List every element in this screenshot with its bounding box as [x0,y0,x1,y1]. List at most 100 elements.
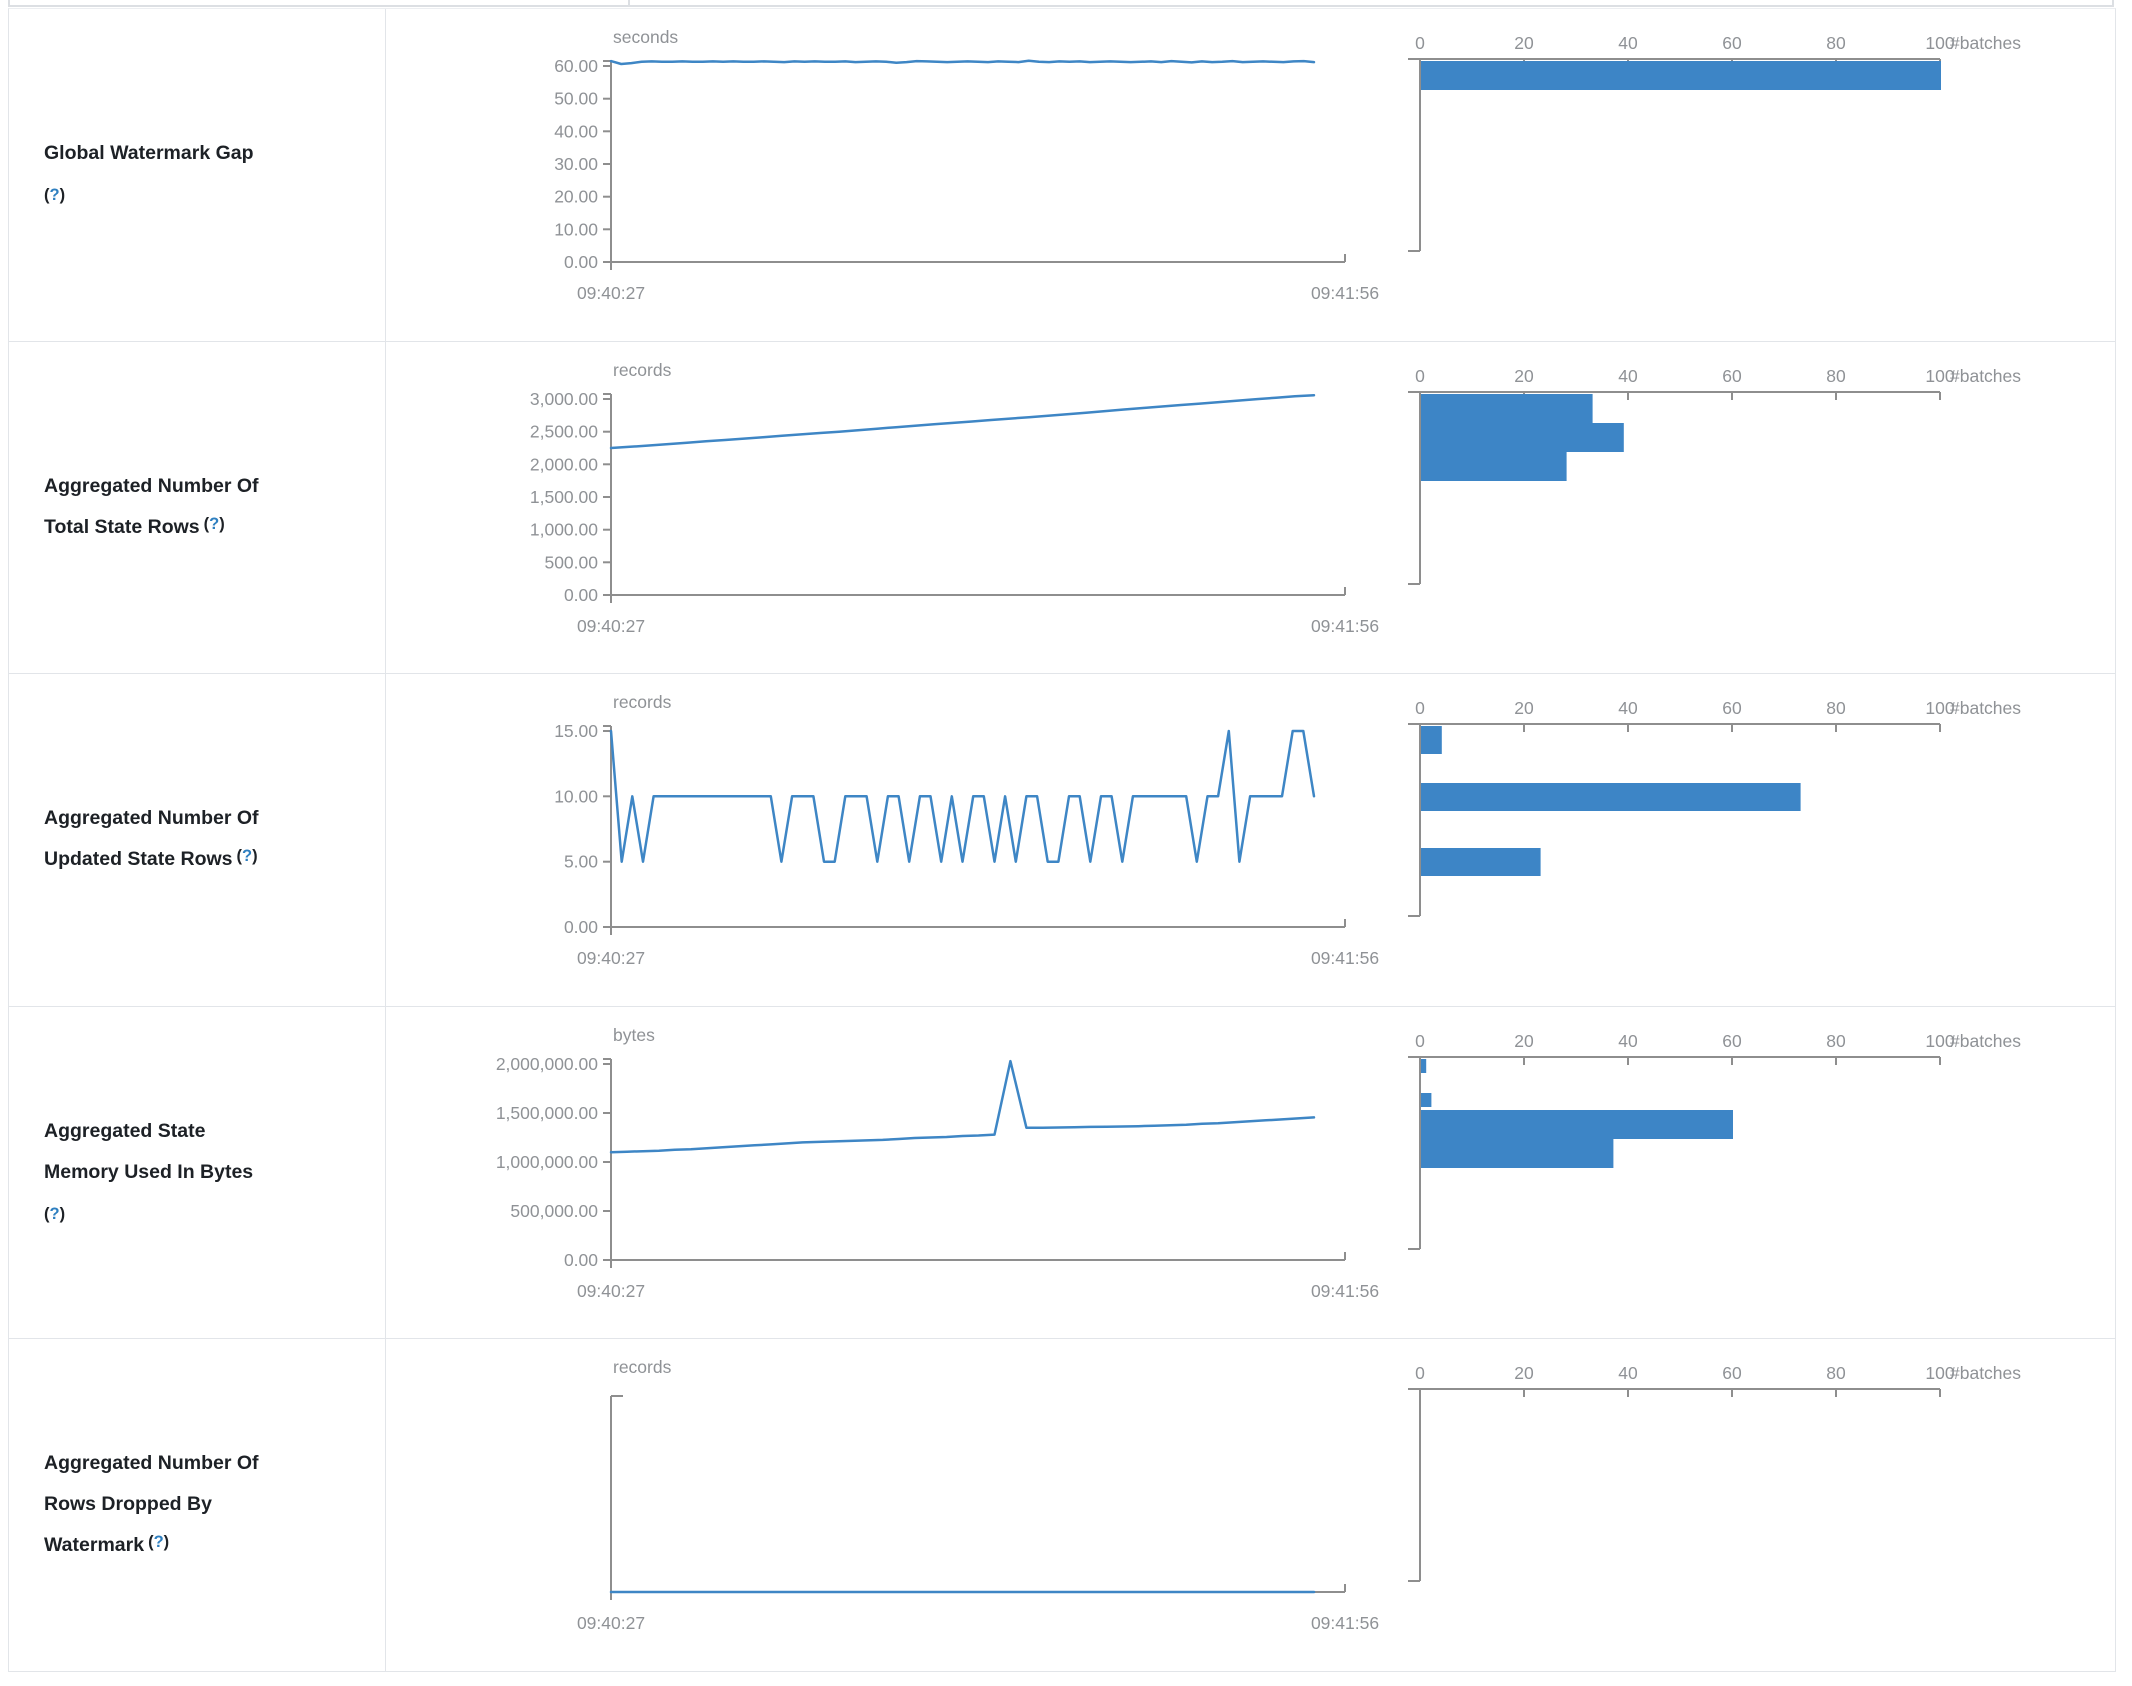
svg-text:100: 100 [1925,366,1954,386]
line-chart-and-histogram: records 09:40:27 09:41:56 0 20 40 60 80 100#batc… [577,1357,2021,1633]
svg-text:40: 40 [1618,366,1638,386]
svg-text:2,000.00: 2,000.00 [530,454,598,474]
svg-text:60: 60 [1722,1031,1742,1051]
metric-row-total-state-rows: Aggregated Number Of Total State Rows (?) … [9,341,2115,675]
line-chart-and-histogram: records 3,000.00 2,500.00 2,000.00 1,500.00 1… [530,360,2021,636]
metric-row-updated-state-rows: Aggregated Number Of Updated State Rows (?… [9,674,2115,1007]
svg-text:40.00: 40.00 [554,121,598,141]
metric-help-line: (?) [44,174,385,216]
svg-text:30.00: 30.00 [554,154,598,174]
svg-text:15.00: 15.00 [554,721,598,741]
svg-text:09:40:27: 09:40:27 [577,283,645,303]
svg-text:10.00: 10.00 [554,786,598,806]
metric-charts: records 09:40:27 09:41:56 0 20 40 60 80 100 #batc… [386,1339,2115,1671]
svg-text:100: 100 [1925,1031,1954,1051]
svg-text:0: 0 [1415,366,1425,386]
metric-label: Aggregated Number Of Updated State Rows (?… [9,674,386,1006]
svg-text:09:40:27: 09:40:27 [577,1281,645,1301]
metric-charts: records 15.00 10.00 5.00 0.00 09:40:27 09:41:5… [386,674,2115,1006]
streaming-metrics-table: Global Watermark Gap (?) seconds 60.00 50.0… [8,8,2116,1672]
help-paren: ) [219,514,225,533]
svg-text:09:40:27: 09:40:27 [577,1613,645,1633]
metric-label-line: Global Watermark Gap [44,142,254,165]
svg-text:1,500.00: 1,500.00 [530,487,598,507]
svg-text:100: 100 [1925,1363,1954,1383]
svg-text:80: 80 [1826,366,1846,386]
svg-text:20: 20 [1514,33,1534,53]
svg-text:09:41:56: 09:41:56 [1311,1281,1379,1301]
metric-row-rows-dropped-by-watermark: Aggregated Number Of Rows Dropped By Water… [9,1339,2115,1672]
previous-row-divider [8,5,2114,7]
help-link[interactable]: (?) [237,847,258,865]
metric-label: Aggregated Number Of Rows Dropped By Water… [9,1339,386,1671]
svg-text:0: 0 [1415,1363,1425,1383]
metric-label-line: Aggregated Number Of [44,474,259,497]
help-paren: ( [44,1204,50,1223]
help-paren: ( [148,1533,154,1552]
svg-text:2,000,000.00: 2,000,000.00 [496,1054,598,1074]
svg-text:100: 100 [1925,698,1954,718]
help-link[interactable]: (?) [44,186,65,204]
svg-text:20: 20 [1514,1031,1534,1051]
svg-text:records: records [613,692,672,712]
metric-label-line: Aggregated State [44,1119,206,1142]
svg-text:60: 60 [1722,366,1742,386]
svg-text:records: records [613,360,672,380]
svg-text:50.00: 50.00 [554,89,598,109]
metric-label-line: Total State Rows (?) [44,514,225,538]
svg-text:60: 60 [1722,698,1742,718]
line-chart-and-histogram: records 15.00 10.00 5.00 0.00 09:40:27 09:41:5… [554,692,2021,968]
help-question-icon: ? [242,847,253,866]
metric-label-line: Watermark (?) [44,1533,170,1557]
svg-text:20: 20 [1514,698,1534,718]
svg-text:#batches: #batches [1950,33,2021,53]
metric-row-global-watermark-gap: Global Watermark Gap (?) seconds 60.00 50.0… [9,9,2115,342]
help-question-icon: ? [49,186,60,205]
svg-text:20.00: 20.00 [554,187,598,207]
svg-text:09:41:56: 09:41:56 [1311,1613,1379,1633]
svg-text:0.00: 0.00 [564,917,598,937]
metric-row-state-memory-used: Aggregated State Memory Used In Bytes (?) … [9,1006,2115,1340]
help-paren: ) [163,1533,170,1552]
divider-stub-right [2112,0,2114,6]
line-chart-and-histogram: seconds 60.00 50.00 40.00 30.00 20.00 10.00 0.0… [554,27,2021,303]
help-question-icon: ? [153,1533,164,1552]
help-link[interactable]: (?) [44,1205,65,1223]
svg-text:20: 20 [1514,366,1534,386]
svg-text:1,500,000.00: 1,500,000.00 [496,1103,598,1123]
svg-text:60: 60 [1722,1363,1742,1383]
svg-text:100: 100 [1925,33,1954,53]
svg-text:40: 40 [1618,698,1638,718]
metric-label-line: Aggregated Number Of [44,1452,259,1475]
svg-text:seconds: seconds [613,27,678,47]
svg-text:80: 80 [1826,1031,1846,1051]
svg-text:0.00: 0.00 [564,252,598,272]
help-paren: ( [44,186,50,205]
metric-label-line: Memory Used In Bytes [44,1160,254,1183]
metric-label: Aggregated State Memory Used In Bytes (?) [9,1006,386,1339]
svg-text:1,000.00: 1,000.00 [530,519,598,539]
svg-text:09:41:56: 09:41:56 [1311,616,1379,636]
help-paren: ( [203,514,210,533]
svg-text:40: 40 [1618,1031,1638,1051]
help-paren: ) [59,1204,66,1223]
svg-text:bytes: bytes [613,1025,655,1045]
help-question-icon: ? [49,1204,60,1223]
metric-charts: records 3,000.00 2,500.00 2,000.00 1,500.00 1… [386,342,2115,674]
svg-text:records: records [613,1357,672,1377]
help-link[interactable]: (?) [148,1533,169,1551]
help-paren: ) [59,186,66,205]
help-link[interactable]: (?) [204,515,225,533]
svg-text:3,000.00: 3,000.00 [530,389,598,409]
svg-text:09:40:27: 09:40:27 [577,616,645,636]
svg-text:0: 0 [1415,33,1425,53]
help-paren: ( [236,847,243,866]
svg-text:500.00: 500.00 [544,552,598,572]
metric-label: Aggregated Number Of Total State Rows (?) [9,341,386,674]
svg-text:#batches: #batches [1950,366,2021,386]
svg-text:80: 80 [1826,33,1846,53]
svg-text:#batches: #batches [1950,698,2021,718]
help-paren: ) [252,847,258,866]
divider-stub-mid [628,0,630,6]
svg-text:60: 60 [1722,33,1742,53]
